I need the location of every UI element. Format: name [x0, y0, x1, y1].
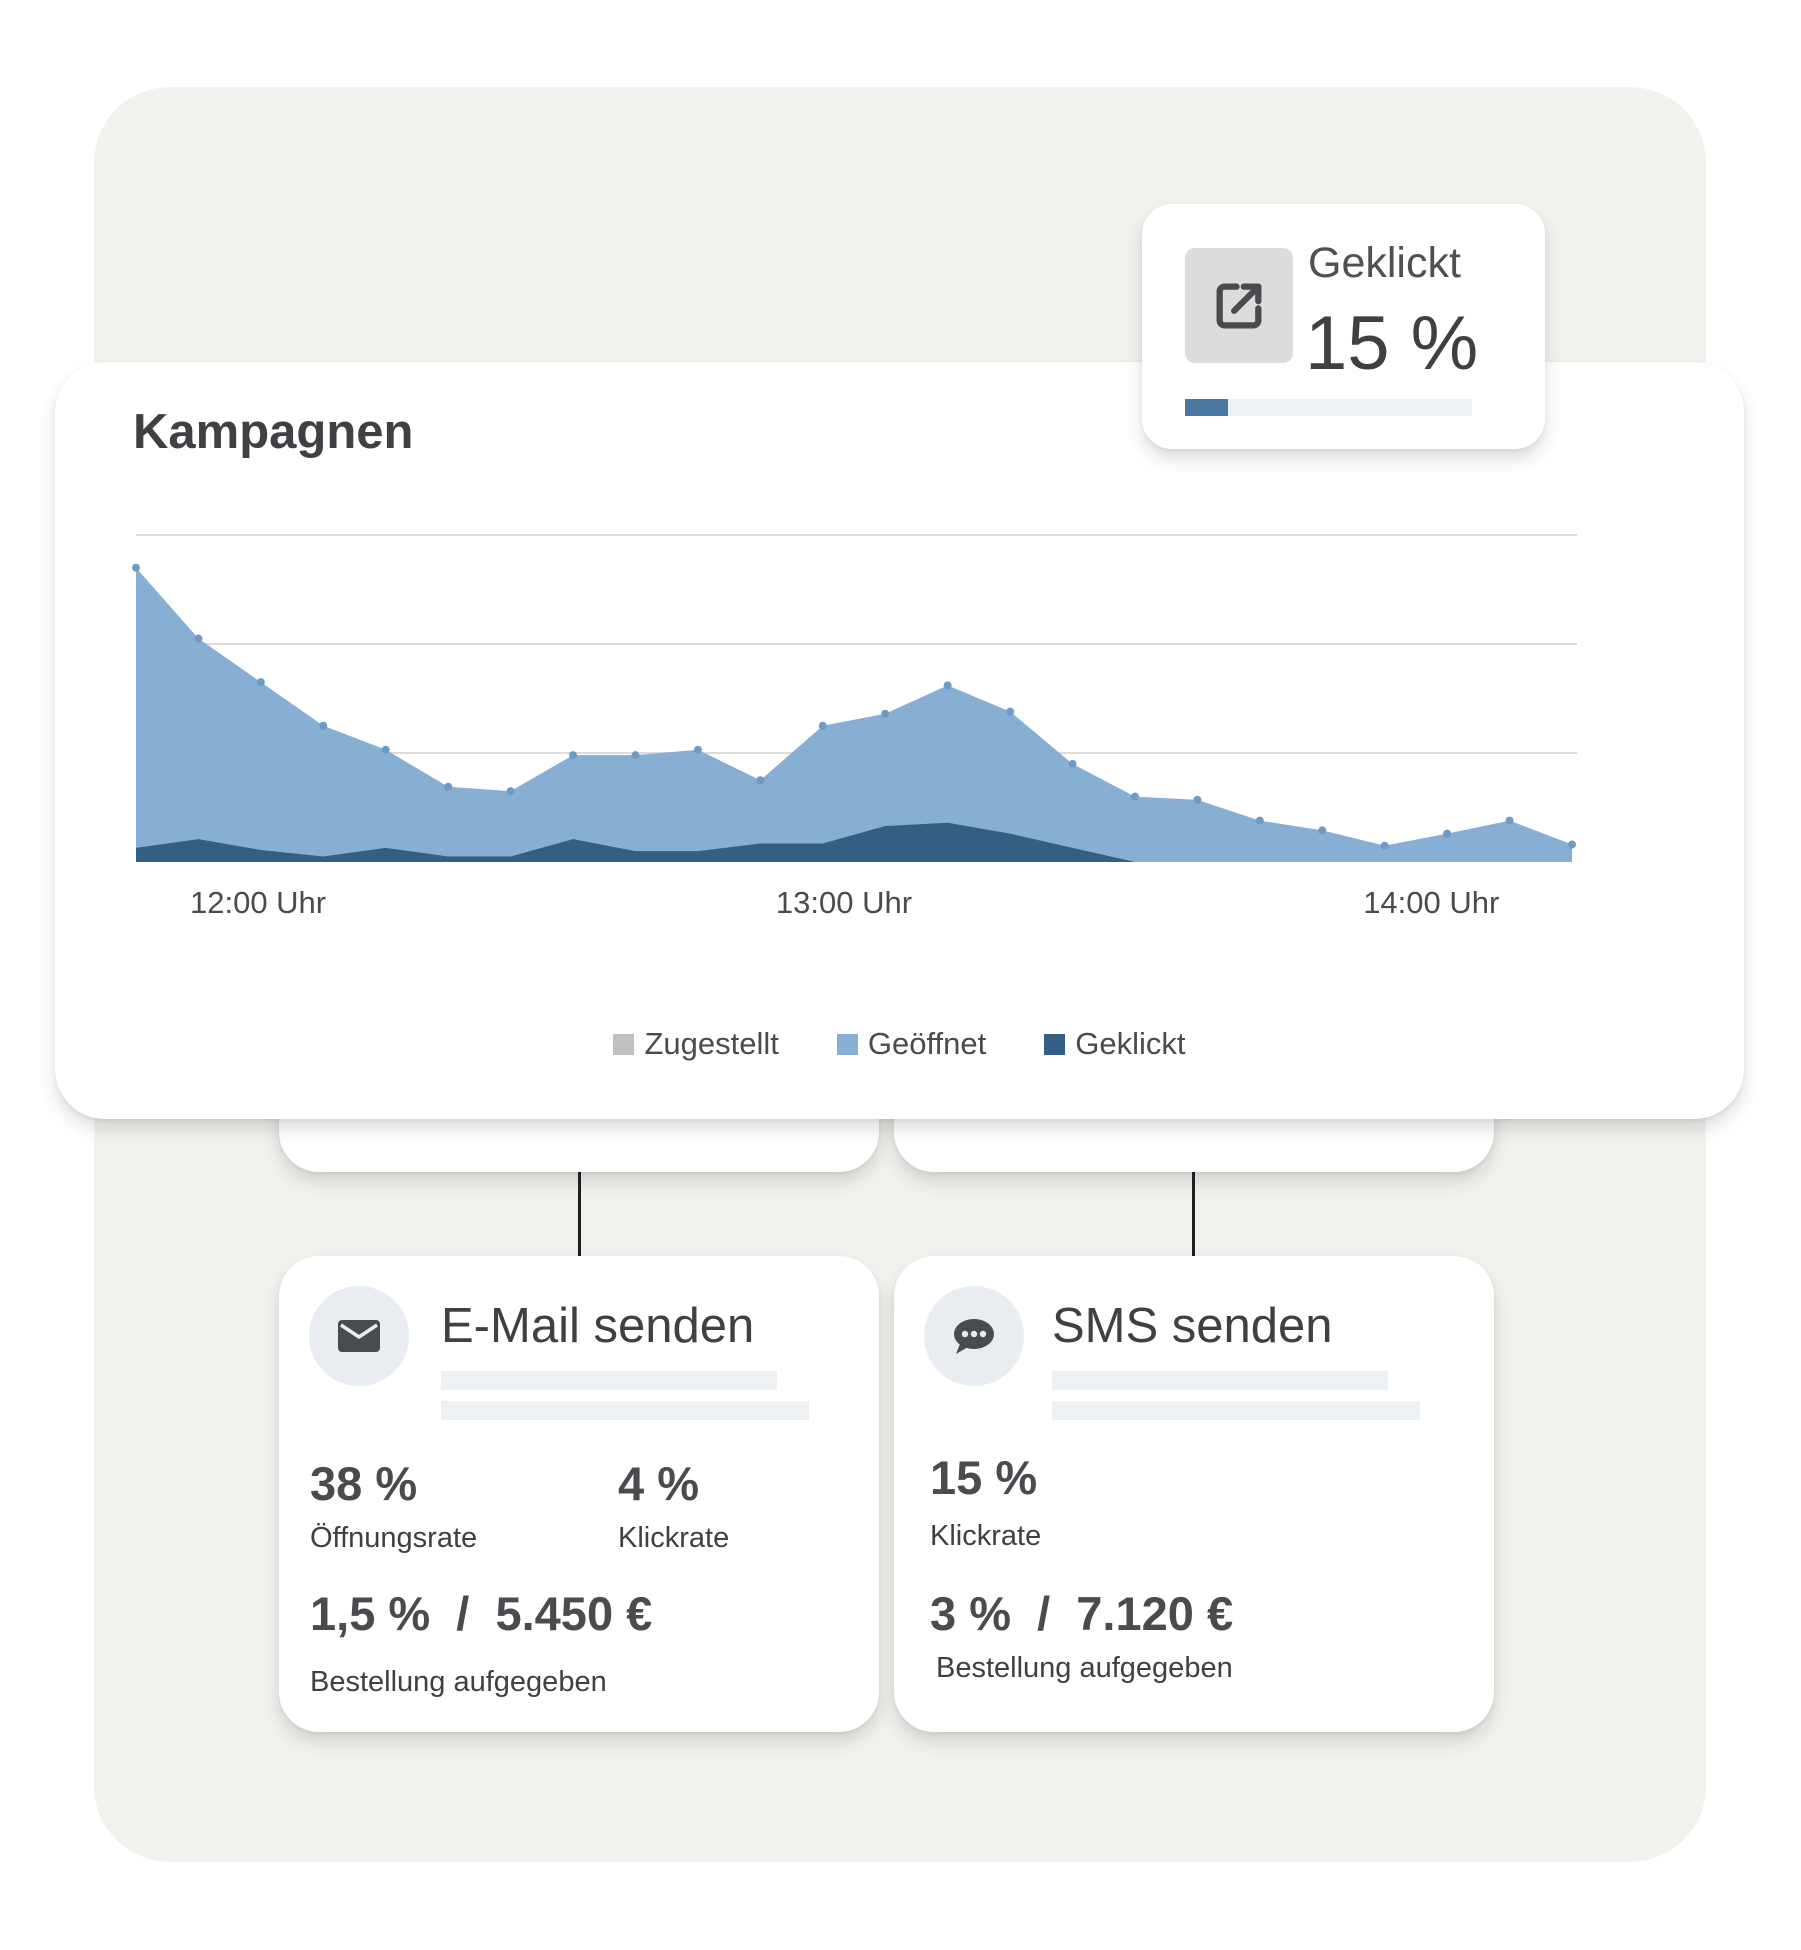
order-label: Bestellung aufgegeben [936, 1652, 1233, 1684]
data-point [1130, 792, 1139, 801]
legend-item-zugestellt: Zugestellt [613, 1026, 779, 1062]
legend-item-geoeffnet: Geöffnet [836, 1026, 987, 1062]
x-tick-label: 14:00 Uhr [1363, 885, 1499, 920]
order-value: 1,5 % / 5.450 € [310, 1587, 653, 1640]
data-point [881, 709, 890, 718]
popover-value: 15 % [1305, 301, 1479, 386]
legend-swatch-geklickt [1044, 1033, 1066, 1055]
order-value: 3 % / 7.120 € [930, 1587, 1234, 1640]
placeholder-line [441, 1401, 809, 1420]
data-point [818, 721, 827, 730]
chat-bubble-icon [954, 1319, 994, 1354]
click-rate-label: Klickrate [618, 1522, 730, 1554]
legend-item-geklickt: Geklickt [1044, 1026, 1186, 1062]
x-tick-label: 12:00 Uhr [190, 885, 326, 920]
data-point [1380, 841, 1389, 850]
data-point [381, 745, 390, 754]
popover-progress-fill [1185, 399, 1229, 416]
placeholder-line [1052, 1401, 1420, 1420]
external-link-icon-box [1185, 248, 1293, 363]
chat-bubble-icon-circle [924, 1286, 1024, 1386]
data-point [194, 634, 203, 643]
clicked-stat-popover: Geklickt 15 % [1142, 204, 1545, 449]
campaign-chart-card: Kampagnen 12:00 Uhr 13:00 Uhr 14:00 Uhr Zu… [55, 362, 1744, 1119]
order-label: Bestellung aufgegeben [310, 1666, 607, 1698]
data-point [569, 751, 578, 760]
external-link-icon [1216, 283, 1262, 328]
area-chart: 12:00 Uhr 13:00 Uhr 14:00 Uhr [132, 534, 1577, 920]
data-point [1505, 816, 1514, 825]
connector-line-sms [1192, 1172, 1195, 1258]
legend-swatch-geoeffnet [836, 1033, 858, 1055]
series-area-geöffnet [136, 567, 1572, 862]
data-point [1068, 759, 1077, 768]
chart-title: Kampagnen [133, 405, 414, 459]
x-tick-label: 13:00 Uhr [776, 885, 912, 920]
envelope-icon-circle [309, 1286, 409, 1386]
click-rate-value: 4 % [618, 1457, 699, 1510]
click-rate-label: Klickrate [930, 1520, 1042, 1552]
data-point [132, 563, 140, 572]
data-point [756, 776, 765, 785]
data-point [631, 751, 640, 760]
envelope-icon [338, 1320, 380, 1352]
data-point [1443, 829, 1452, 838]
open-rate-value: 38 % [310, 1457, 418, 1510]
legend-label: Geklickt [1075, 1026, 1186, 1061]
placeholder-line [1052, 1371, 1388, 1390]
data-point [444, 782, 453, 791]
data-point [256, 678, 265, 687]
series-area-geklickt [136, 822, 1572, 862]
popover-label: Geklickt [1308, 239, 1461, 287]
data-point [1318, 826, 1327, 835]
data-point [943, 681, 952, 690]
legend-swatch-zugestellt [613, 1033, 635, 1055]
email-send-card[interactable]: E-Mail senden 38 % Öffnungsrate 4 % Klic… [279, 1256, 879, 1732]
legend-label: Zugestellt [644, 1026, 779, 1061]
data-point [319, 721, 328, 730]
data-point [693, 745, 702, 754]
open-rate-label: Öffnungsrate [310, 1522, 478, 1554]
placeholder-line [441, 1371, 777, 1390]
data-point [1568, 840, 1576, 849]
data-point [1255, 816, 1264, 825]
legend-label: Geöffnet [867, 1026, 987, 1061]
card-title: SMS senden [1052, 1299, 1333, 1353]
popover-progress-track [1185, 399, 1472, 416]
data-point [506, 787, 515, 796]
data-point [1193, 795, 1202, 804]
card-title: E-Mail senden [441, 1299, 755, 1353]
data-point [1006, 707, 1015, 716]
sms-send-card[interactable]: SMS senden 15 % Klickrate 3 % / 7.120 € … [894, 1256, 1494, 1732]
connector-line-email [578, 1172, 581, 1258]
chart-legend: Zugestellt Geöffnet Geklickt [55, 1026, 1744, 1062]
click-rate-value: 15 % [930, 1451, 1038, 1504]
